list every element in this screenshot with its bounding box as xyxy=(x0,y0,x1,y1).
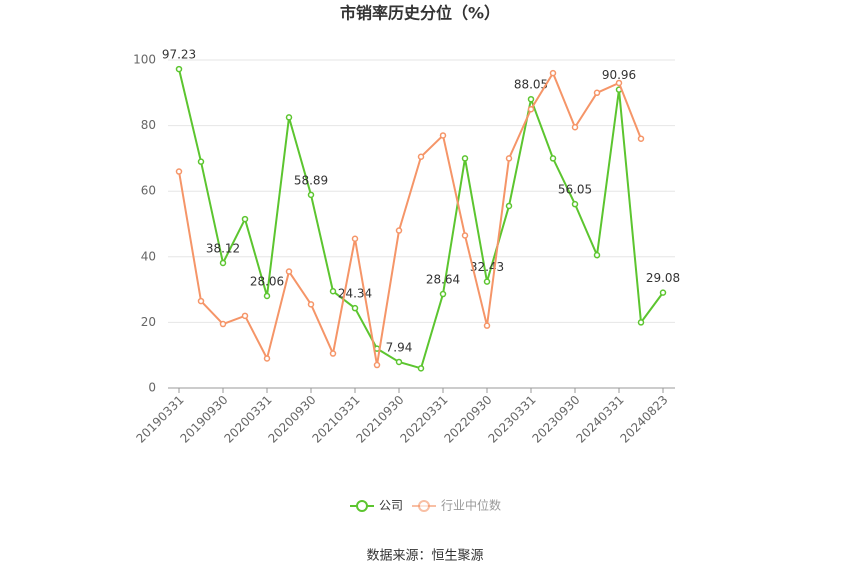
source: 数据来源：恒生聚源 xyxy=(366,549,483,564)
point xyxy=(483,322,491,329)
point xyxy=(571,123,579,131)
point xyxy=(549,155,557,162)
data-label: 58.89 xyxy=(294,173,328,187)
point xyxy=(197,297,205,305)
point xyxy=(505,155,513,162)
point xyxy=(307,191,315,199)
point xyxy=(593,251,601,259)
point xyxy=(219,259,227,267)
point xyxy=(483,278,491,285)
data-label: 90.96 xyxy=(602,68,636,82)
point xyxy=(571,200,579,208)
chart-title: 市销率历史分位（%） xyxy=(340,4,500,23)
data-label: 38.12 xyxy=(206,241,240,255)
point xyxy=(549,69,557,77)
data-label: 56.05 xyxy=(558,183,592,197)
point xyxy=(285,114,293,121)
point xyxy=(461,232,469,239)
point xyxy=(461,155,469,162)
point xyxy=(593,89,601,97)
data-label: 88.05 xyxy=(514,78,548,92)
point xyxy=(527,105,535,113)
y-tick-label: 100 xyxy=(133,53,156,67)
point xyxy=(527,95,535,103)
point xyxy=(329,350,337,357)
point xyxy=(439,290,447,298)
point xyxy=(637,319,645,326)
point xyxy=(351,235,359,243)
data-label: 97.23 xyxy=(162,48,196,62)
point xyxy=(395,227,403,234)
series-line xyxy=(178,70,642,366)
point xyxy=(417,153,425,161)
point xyxy=(395,358,403,366)
point xyxy=(175,168,183,175)
point xyxy=(417,365,425,372)
legend-label: 行业中位数 xyxy=(441,498,501,513)
y-tick-label: 20 xyxy=(141,315,156,329)
point xyxy=(637,135,645,142)
data-label: 29.08 xyxy=(646,271,680,285)
y-tick-label: 60 xyxy=(141,184,156,198)
series-line xyxy=(178,68,664,370)
x-tick-label: 20240823 xyxy=(618,393,671,446)
point xyxy=(351,304,359,312)
point xyxy=(263,355,271,362)
legend-marker xyxy=(418,500,430,512)
data-label: 32.43 xyxy=(470,260,504,274)
point xyxy=(373,361,381,369)
data-label: 28.06 xyxy=(250,274,284,288)
legend-label: 公司 xyxy=(379,499,403,513)
point xyxy=(241,312,249,320)
y-tick-label: 0 xyxy=(148,381,156,395)
point xyxy=(439,132,447,139)
point xyxy=(241,215,249,223)
point xyxy=(219,320,227,328)
y-tick-label: 40 xyxy=(141,249,156,263)
point xyxy=(615,79,623,87)
point xyxy=(175,65,183,73)
point xyxy=(329,287,337,295)
point xyxy=(197,158,205,165)
point xyxy=(659,289,667,296)
legend-marker xyxy=(356,500,368,512)
point xyxy=(307,301,315,308)
point xyxy=(263,292,271,300)
y-tick-label: 80 xyxy=(141,118,156,132)
data-label: 28.64 xyxy=(426,273,460,287)
point xyxy=(285,268,293,275)
data-label: 7.94 xyxy=(386,340,413,354)
point xyxy=(505,202,513,210)
